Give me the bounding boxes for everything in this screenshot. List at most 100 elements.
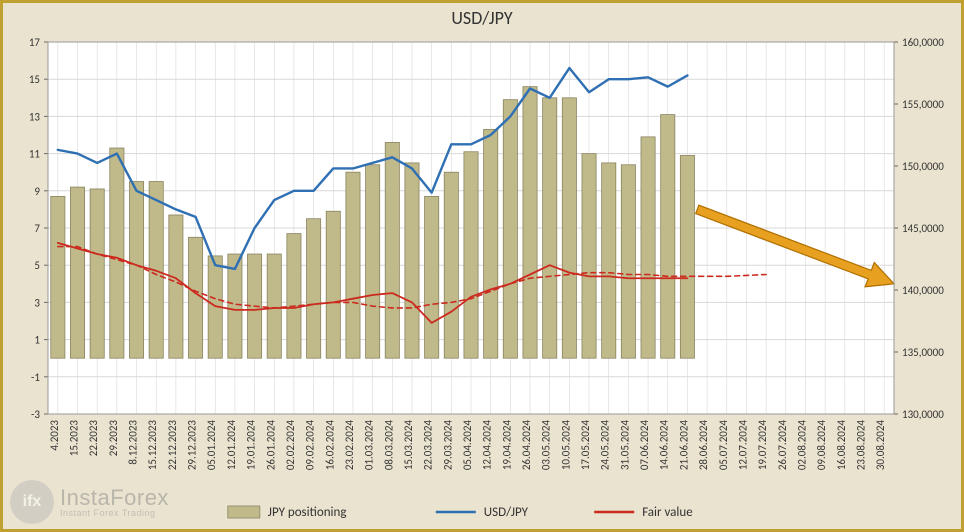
- y-right-tick-label: 160,0000: [902, 36, 944, 49]
- y-left-tick-label: 11: [29, 148, 41, 161]
- bar-jpy-positioning: [346, 172, 360, 358]
- bar-jpy-positioning: [484, 129, 498, 358]
- bar-jpy-positioning: [503, 100, 517, 359]
- x-tick-label: 16.08.2024: [835, 420, 848, 471]
- bar-jpy-positioning: [523, 87, 537, 359]
- bar-jpy-positioning: [70, 187, 84, 358]
- bar-jpy-positioning: [444, 172, 458, 358]
- y-right-tick-label: 140,0000: [902, 284, 944, 297]
- bar-jpy-positioning: [90, 189, 104, 358]
- x-tick-label: 30.08.2024: [874, 420, 887, 471]
- x-tick-label: 01.03.2024: [363, 420, 376, 471]
- x-tick-label: 19.07.2024: [756, 420, 769, 471]
- x-tick-label: 07.06.2024: [638, 420, 651, 471]
- bar-jpy-positioning: [464, 152, 478, 358]
- x-tick-label: 15.12.2023: [146, 420, 159, 471]
- bar-jpy-positioning: [562, 98, 576, 358]
- legend-label: USD/JPY: [484, 505, 529, 520]
- legend-jpy-positioning: JPY positioning: [228, 505, 347, 520]
- x-tick-label: 8.12.2023: [127, 420, 140, 465]
- x-tick-label: 05.07.2024: [717, 420, 730, 471]
- y-left-tick-label: 5: [34, 259, 40, 272]
- x-tick-label: 05.01.2024: [205, 420, 218, 471]
- x-tick-label: 28.06.2024: [697, 420, 710, 471]
- x-tick-label: 26.07.2024: [776, 420, 789, 471]
- watermark-sub: Instant Forex Trading: [60, 509, 169, 518]
- x-tick-label: 22.2023: [87, 420, 100, 457]
- x-tick-label: 10.05.2024: [559, 420, 572, 471]
- bar-jpy-positioning: [680, 155, 694, 358]
- x-tick-label: 02.08.2024: [795, 420, 808, 471]
- bar-jpy-positioning: [621, 165, 635, 358]
- watermark-text: InstaForex Instant Forex Trading: [60, 487, 169, 518]
- x-tick-label: 14.06.2024: [658, 420, 671, 471]
- legend-label: Fair value: [642, 505, 693, 520]
- bar-jpy-positioning: [287, 234, 301, 359]
- x-tick-label: 29.12.2023: [186, 420, 199, 471]
- bar-jpy-positioning: [602, 163, 616, 358]
- x-tick-label: 4.2023: [48, 420, 61, 451]
- x-tick-label: 19.04.2024: [500, 420, 513, 471]
- bar-jpy-positioning: [582, 154, 596, 359]
- x-tick-label: 23.08.2024: [854, 420, 867, 471]
- x-tick-label: 15.03.2024: [402, 420, 415, 471]
- watermark: ifx InstaForex Instant Forex Trading: [10, 480, 169, 524]
- bar-jpy-positioning: [661, 115, 675, 359]
- x-tick-label: 08.03.2024: [382, 420, 395, 471]
- x-tick-label: 26.01.2024: [264, 420, 277, 471]
- bar-jpy-positioning: [188, 237, 202, 358]
- y-left-tick-label: -1: [31, 371, 40, 384]
- x-tick-label: 09.02.2024: [304, 420, 317, 471]
- chart-title: USD/JPY: [451, 7, 512, 29]
- bar-jpy-positioning: [129, 182, 143, 359]
- y-left-tick-label: 1: [34, 334, 40, 347]
- x-tick-label: 12.07.2024: [736, 420, 749, 471]
- bar-jpy-positioning: [405, 163, 419, 358]
- x-tick-label: 29.2023: [107, 420, 120, 457]
- bar-jpy-positioning: [543, 98, 557, 358]
- y-left-tick-label: 15: [29, 73, 40, 86]
- y-left-tick-label: 9: [34, 185, 40, 198]
- y-left-tick-label: 3: [34, 296, 40, 309]
- bar-jpy-positioning: [326, 211, 340, 358]
- x-tick-label: 15.2023: [68, 420, 81, 457]
- bar-jpy-positioning: [267, 254, 281, 358]
- bar-jpy-positioning: [366, 165, 380, 358]
- x-tick-label: 17.05.2024: [579, 420, 592, 471]
- x-tick-label: 24.05.2024: [599, 420, 612, 471]
- x-tick-label: 26.04.2024: [520, 420, 533, 471]
- watermark-main: InstaForex: [60, 487, 169, 509]
- chart-container: USD/JPY-3-11357911131517130,0000135,0000…: [0, 0, 964, 532]
- y-right-tick-label: 145,0000: [902, 222, 944, 235]
- y-left-tick-label: 17: [29, 36, 41, 49]
- x-tick-label: 05.04.2024: [461, 420, 474, 471]
- y-left-tick-label: 7: [34, 222, 40, 235]
- x-tick-label: 22.03.2024: [422, 420, 435, 471]
- y-left-tick-label: 13: [29, 110, 41, 123]
- watermark-badge: ifx: [10, 480, 54, 524]
- x-tick-label: 21.06.2024: [677, 420, 690, 471]
- bar-jpy-positioning: [425, 196, 439, 358]
- legend-label: JPY positioning: [268, 505, 347, 520]
- x-tick-label: 29.03.2024: [441, 420, 454, 471]
- x-tick-label: 03.05.2024: [540, 420, 553, 471]
- x-tick-label: 09.08.2024: [815, 420, 828, 471]
- y-right-tick-label: 150,0000: [902, 160, 944, 173]
- bar-jpy-positioning: [51, 196, 65, 358]
- x-tick-label: 02.02.2024: [284, 420, 297, 471]
- bar-jpy-positioning: [169, 215, 183, 358]
- bar-jpy-positioning: [307, 219, 321, 359]
- x-tick-label: 16.02.2024: [323, 420, 336, 471]
- x-tick-label: 19.01.2024: [245, 420, 258, 471]
- bar-jpy-positioning: [641, 137, 655, 358]
- x-tick-label: 12.04.2024: [481, 420, 494, 471]
- y-left-tick-label: -3: [31, 408, 40, 421]
- y-right-tick-label: 130,0000: [902, 408, 944, 421]
- y-right-tick-label: 155,0000: [902, 98, 944, 111]
- y-right-tick-label: 135,0000: [902, 346, 944, 359]
- x-tick-label: 22.12.2023: [166, 420, 179, 471]
- x-tick-label: 12.01.2024: [225, 420, 238, 471]
- x-tick-label: 23.02.2024: [343, 420, 356, 471]
- bar-jpy-positioning: [385, 142, 399, 358]
- bar-jpy-positioning: [110, 148, 124, 358]
